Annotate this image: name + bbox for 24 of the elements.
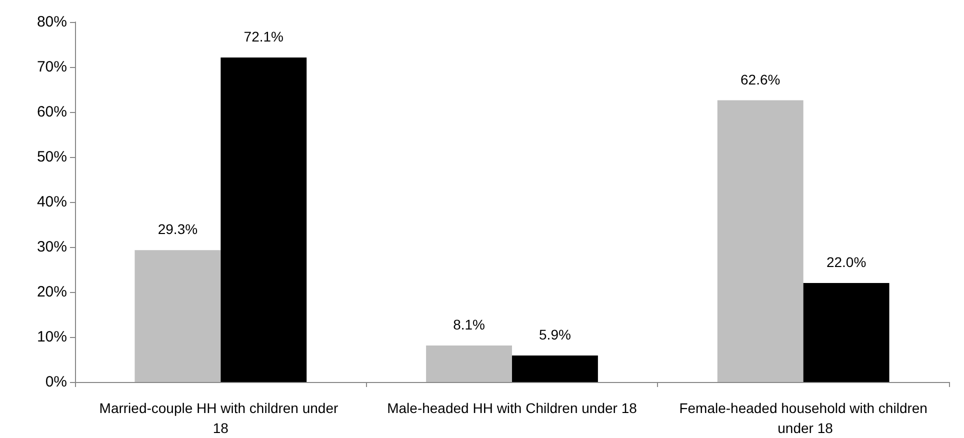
data-label: 22.0% (826, 254, 866, 270)
y-tick-label: 20% (36, 284, 67, 300)
y-tick-label: 0% (45, 374, 67, 390)
data-label: 62.6% (740, 71, 780, 88)
y-tick-label: 40% (36, 194, 67, 210)
data-label: 29.3% (158, 221, 198, 238)
bar (426, 346, 512, 382)
bar (220, 58, 307, 382)
x-tick-label: Married-couple HH with children under 18 (99, 400, 342, 436)
y-tick-label: 60% (36, 104, 67, 120)
y-tick-label: 10% (36, 328, 67, 346)
y-tick-label: 70% (36, 58, 67, 76)
y-tick-label: 80% (36, 14, 67, 30)
data-label: 5.9% (539, 326, 571, 342)
x-tick-label: Female-headed household with children under 18 (679, 400, 928, 436)
bar (803, 283, 890, 382)
bar (134, 250, 221, 382)
x-tick-label: Male-headed HH with Children under 18 (387, 400, 638, 416)
data-label: 8.1% (453, 316, 485, 333)
y-tick-label: 50% (36, 148, 67, 166)
y-tick-label: 30% (36, 238, 67, 256)
bar (717, 100, 804, 382)
data-label: 72.1% (244, 28, 284, 45)
bar (512, 355, 598, 382)
